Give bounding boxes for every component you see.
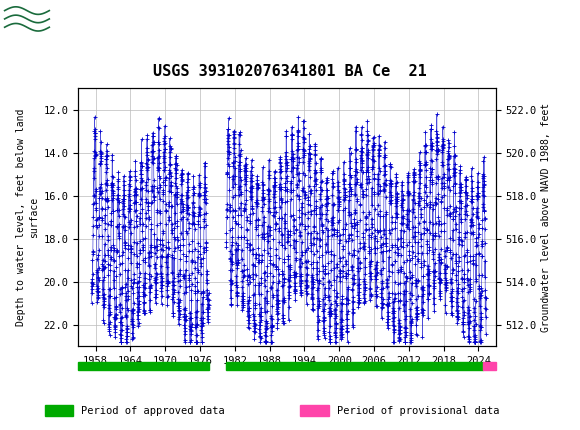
Y-axis label: Groundwater level above NAVD 1988, feet: Groundwater level above NAVD 1988, feet — [541, 103, 551, 332]
Bar — [226, 362, 483, 370]
Bar — [483, 362, 496, 370]
Bar — [45, 405, 73, 416]
Text: USGS 393102076341801 BA Ce  21: USGS 393102076341801 BA Ce 21 — [153, 64, 427, 79]
Y-axis label: Depth to water level, feet below land
surface: Depth to water level, feet below land su… — [16, 108, 39, 326]
Bar — [78, 362, 209, 370]
Text: Period of approved data: Period of approved data — [81, 405, 225, 416]
Bar — [300, 405, 329, 416]
FancyBboxPatch shape — [3, 4, 52, 34]
Text: Period of provisional data: Period of provisional data — [337, 405, 499, 416]
Text: USGS: USGS — [55, 10, 110, 28]
